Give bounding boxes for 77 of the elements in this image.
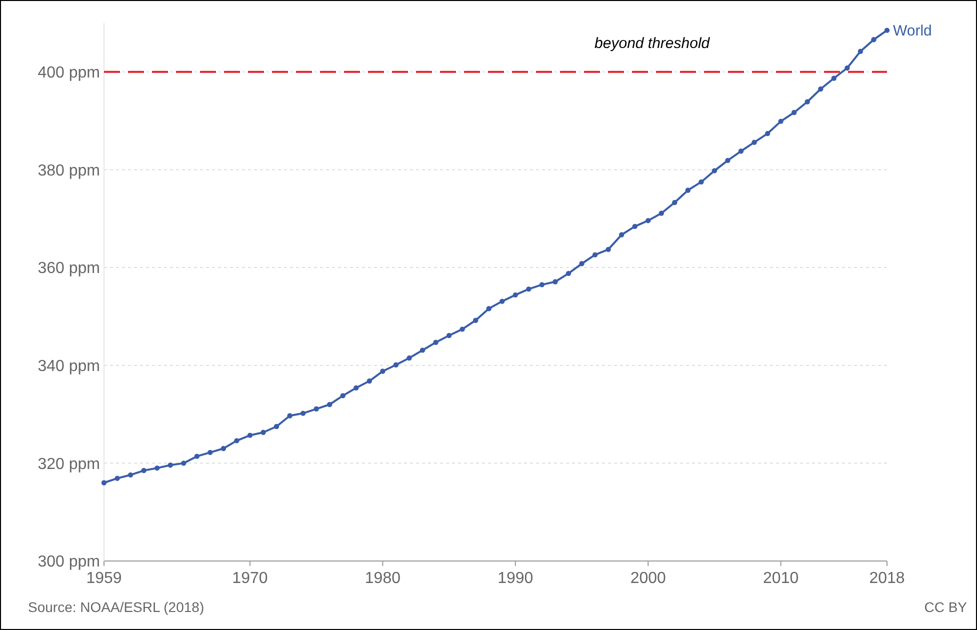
y-tick-label: 400 ppm — [38, 64, 100, 82]
point — [500, 298, 505, 304]
point — [884, 28, 890, 33]
x-tick-label: 2018 — [869, 570, 905, 587]
point — [460, 326, 465, 332]
point — [366, 378, 372, 384]
y-tick-label: 380 ppm — [38, 162, 100, 180]
point — [393, 362, 399, 368]
point — [592, 252, 598, 258]
point — [380, 368, 386, 374]
point — [433, 340, 438, 345]
point — [646, 218, 651, 224]
point — [871, 37, 876, 42]
point — [340, 393, 346, 398]
point — [181, 460, 186, 466]
point — [220, 446, 226, 452]
text: CC BY — [924, 599, 968, 615]
point — [844, 65, 850, 71]
point — [141, 468, 146, 474]
point — [114, 476, 120, 481]
point — [420, 348, 426, 353]
point — [300, 410, 306, 416]
point — [260, 430, 266, 435]
point — [154, 465, 160, 471]
point — [858, 48, 864, 54]
point — [168, 462, 173, 468]
point — [314, 406, 319, 412]
point — [579, 261, 584, 266]
point — [234, 438, 240, 444]
point — [738, 148, 744, 154]
point — [539, 282, 545, 288]
point — [712, 168, 718, 174]
point — [512, 292, 518, 298]
point — [658, 210, 664, 216]
point — [486, 306, 492, 312]
point — [287, 413, 292, 418]
y-tick-label: 300 ppm — [38, 554, 100, 571]
point — [778, 118, 784, 124]
point — [526, 286, 532, 292]
point — [632, 224, 638, 230]
series-label: World — [893, 22, 932, 40]
x-tick-label: 1990 — [498, 570, 534, 587]
x-tick-label: 1959 — [86, 570, 122, 587]
source-note: Source: NOAA/ESRL (2018) — [28, 599, 204, 615]
point — [194, 454, 200, 459]
point — [247, 432, 253, 438]
point — [354, 385, 359, 390]
point — [606, 246, 611, 252]
point — [752, 140, 757, 145]
point — [406, 355, 412, 361]
point — [685, 188, 691, 193]
x-tick-label: 1970 — [232, 570, 268, 587]
point — [472, 318, 478, 323]
point — [566, 270, 572, 276]
x-tick-label: 2000 — [630, 570, 666, 587]
y-tick-label: 320 ppm — [38, 456, 100, 473]
point — [725, 158, 730, 164]
y-tick-label: 360 ppm — [38, 260, 100, 278]
point — [327, 402, 332, 408]
point — [764, 130, 770, 136]
point — [128, 472, 134, 478]
point — [446, 332, 452, 338]
point — [552, 279, 558, 284]
y-tick-label: 340 ppm — [38, 358, 100, 375]
point — [274, 424, 280, 430]
ref-line-label: beyond threshold — [594, 34, 710, 52]
point — [831, 76, 837, 81]
point — [101, 480, 107, 486]
point — [792, 110, 797, 116]
point — [804, 99, 810, 104]
point — [672, 200, 678, 206]
point — [208, 450, 213, 456]
point — [618, 232, 624, 238]
x-tick-label: 1980 — [364, 570, 401, 587]
x-tick-label: 2010 — [763, 570, 799, 587]
point — [698, 179, 704, 185]
point — [818, 86, 824, 92]
